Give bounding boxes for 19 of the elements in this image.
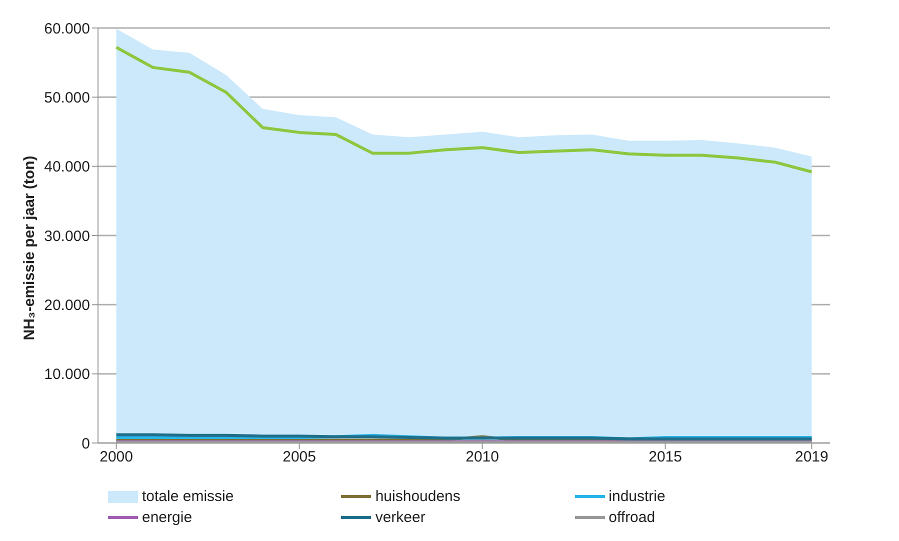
legend-label: offroad [608, 509, 656, 526]
x-tick-label: 2005 [282, 448, 316, 466]
legend-label: huishoudens [375, 488, 460, 505]
legend-label: energie [142, 509, 192, 526]
y-axis-title: NH₃-emissie per jaar (ton) [21, 156, 38, 340]
y-tick-label: 50.000 [44, 89, 90, 106]
y-tick-label: 40.000 [44, 158, 90, 176]
legend-label: totale emissie [142, 488, 234, 505]
legend-label: verkeer [375, 509, 426, 526]
y-tick-label: 20.000 [44, 296, 90, 314]
x-tick-label: 2019 [795, 448, 828, 466]
x-tick-label: 2015 [648, 448, 682, 466]
y-tick-label: 10.000 [44, 366, 90, 384]
x-tick-label: 2000 [100, 448, 133, 466]
x-tick-label: 2010 [466, 448, 499, 466]
y-tick-label: 30.000 [44, 228, 90, 245]
legend-label: industrie [608, 488, 666, 505]
y-tick-label: 60.000 [44, 20, 90, 38]
y-tick-label: 0 [82, 435, 90, 452]
